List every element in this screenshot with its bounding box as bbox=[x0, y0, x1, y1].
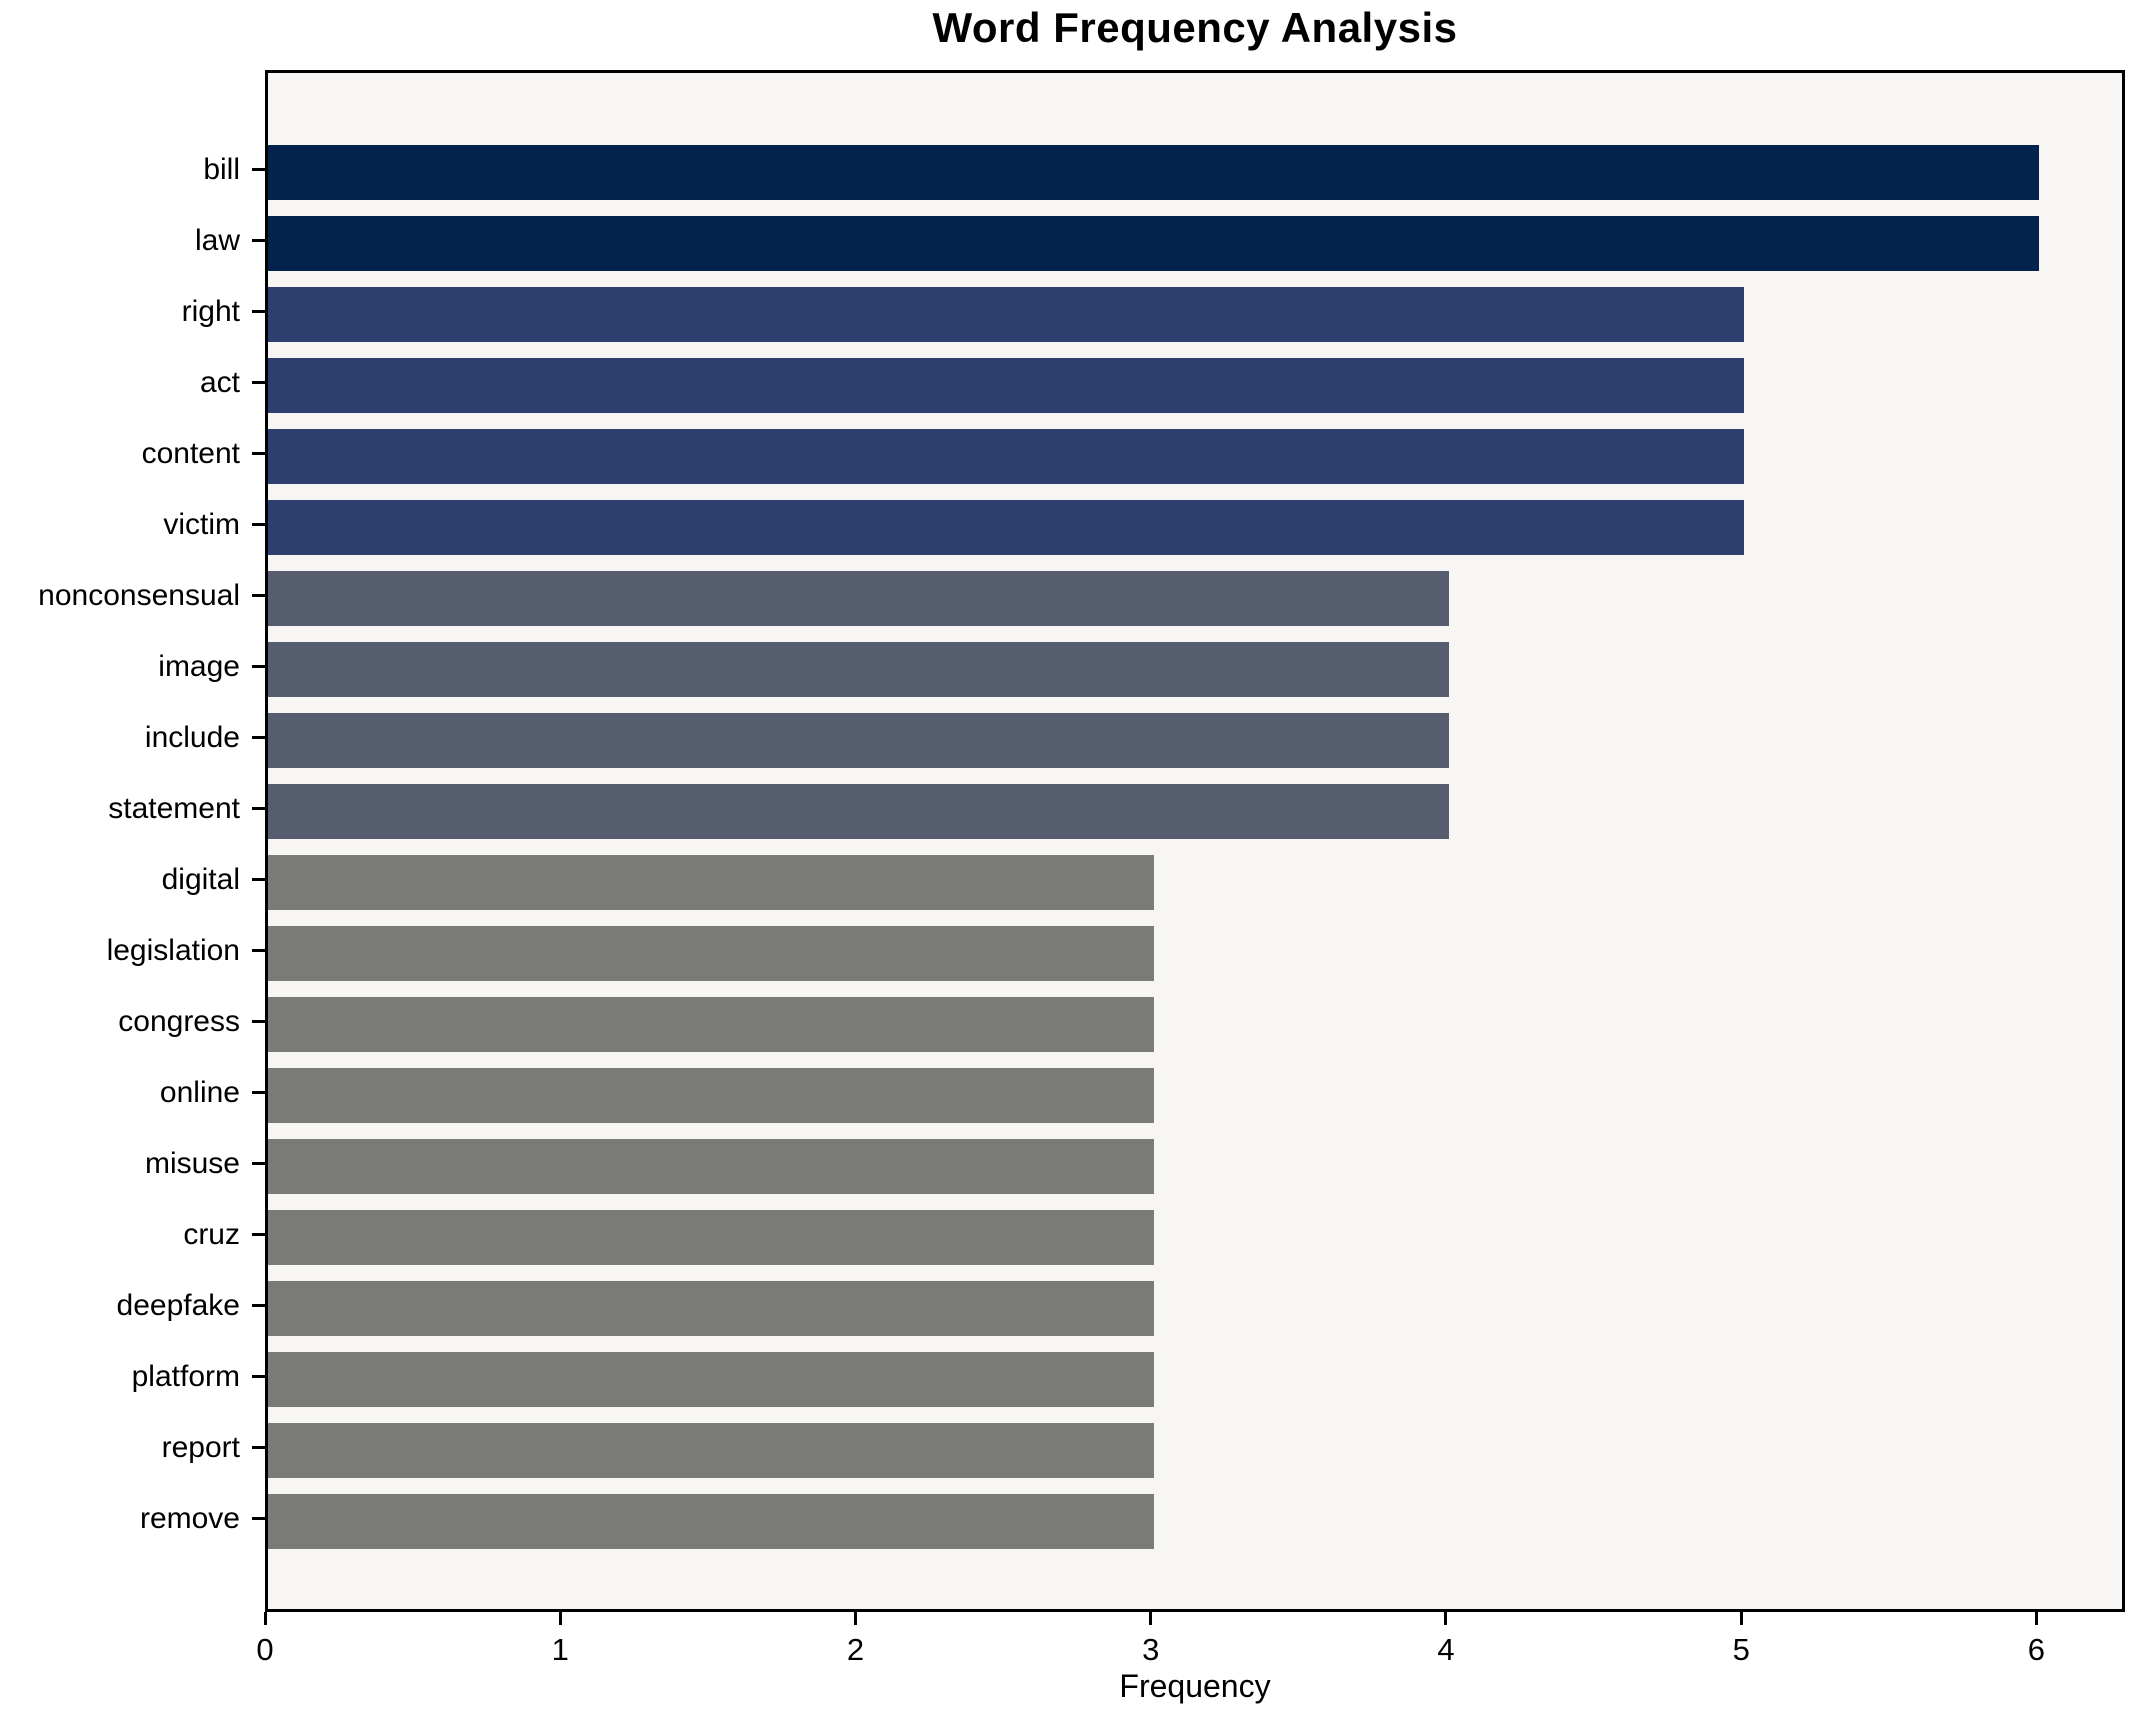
x-tick-label: 6 bbox=[2027, 1632, 2046, 1667]
bar-victim bbox=[268, 500, 1745, 555]
bar-nonconsensual bbox=[268, 571, 1449, 626]
x-tick-mark bbox=[1739, 1612, 1743, 1625]
y-tick-label: online bbox=[159, 1075, 240, 1109]
bar-cruz bbox=[268, 1210, 1154, 1265]
plot-area bbox=[265, 70, 2125, 1612]
y-tick-label: legislation bbox=[106, 933, 240, 967]
y-tick-label: right bbox=[181, 294, 240, 328]
x-tick-label: 2 bbox=[846, 1632, 865, 1667]
y-tick-label: deepfake bbox=[116, 1288, 240, 1322]
bar-digital bbox=[268, 855, 1154, 910]
x-tick-label: 4 bbox=[1437, 1632, 1455, 1667]
y-tick-mark bbox=[252, 310, 265, 313]
x-tick-mark bbox=[263, 1612, 267, 1625]
y-tick-mark bbox=[252, 665, 265, 668]
x-tick-mark bbox=[1149, 1612, 1153, 1625]
bar-congress bbox=[268, 997, 1154, 1052]
y-tick-label: statement bbox=[108, 791, 240, 825]
y-tick-mark bbox=[252, 594, 265, 597]
y-tick-label: act bbox=[199, 365, 240, 399]
y-tick-mark bbox=[252, 807, 265, 810]
bar-report bbox=[268, 1423, 1154, 1478]
bar-platform bbox=[268, 1352, 1154, 1407]
y-tick-label: congress bbox=[118, 1004, 240, 1038]
y-tick-label: bill bbox=[203, 152, 240, 186]
y-tick-mark bbox=[252, 168, 265, 171]
x-tick-label: 0 bbox=[256, 1632, 274, 1667]
y-tick-mark bbox=[252, 1375, 265, 1378]
x-tick-label: 5 bbox=[1732, 1632, 1750, 1667]
chart-title: Word Frequency Analysis bbox=[932, 4, 1458, 51]
y-tick-mark bbox=[252, 1517, 265, 1520]
y-tick-mark bbox=[252, 1233, 265, 1236]
x-tick-label: 1 bbox=[551, 1632, 569, 1667]
y-tick-mark bbox=[252, 1446, 265, 1449]
y-tick-label: include bbox=[144, 720, 240, 754]
y-tick-label: nonconsensual bbox=[38, 578, 240, 612]
y-tick-label: remove bbox=[139, 1501, 240, 1535]
y-tick-mark bbox=[252, 452, 265, 455]
y-tick-mark bbox=[252, 949, 265, 952]
y-tick-label: misuse bbox=[144, 1146, 240, 1180]
x-tick-label: 3 bbox=[1142, 1632, 1160, 1667]
bar-misuse bbox=[268, 1139, 1154, 1194]
y-tick-mark bbox=[252, 1091, 265, 1094]
bar-image bbox=[268, 642, 1449, 697]
y-tick-label: report bbox=[161, 1430, 240, 1464]
y-tick-label: law bbox=[194, 223, 240, 257]
y-tick-mark bbox=[252, 239, 265, 242]
bar-online bbox=[268, 1068, 1154, 1123]
bar-deepfake bbox=[268, 1281, 1154, 1336]
y-tick-label: victim bbox=[163, 507, 240, 541]
bar-law bbox=[268, 216, 2040, 271]
y-tick-mark bbox=[252, 878, 265, 881]
bar-include bbox=[268, 713, 1449, 768]
bar-act bbox=[268, 358, 1745, 413]
x-tick-mark bbox=[1444, 1612, 1448, 1625]
bar-content bbox=[268, 429, 1745, 484]
y-tick-label: content bbox=[141, 436, 240, 470]
y-tick-label: image bbox=[158, 649, 240, 683]
bar-right bbox=[268, 287, 1745, 342]
y-tick-mark bbox=[252, 523, 265, 526]
x-tick-mark bbox=[2034, 1612, 2038, 1625]
bar-bill bbox=[268, 145, 2040, 200]
bar-statement bbox=[268, 784, 1449, 839]
y-tick-label: digital bbox=[161, 862, 240, 896]
y-tick-mark bbox=[252, 1304, 265, 1307]
x-axis-title: Frequency bbox=[1119, 1668, 1271, 1704]
y-tick-label: platform bbox=[131, 1359, 240, 1393]
y-tick-mark bbox=[252, 381, 265, 384]
y-tick-mark bbox=[252, 1162, 265, 1165]
y-tick-label: cruz bbox=[183, 1217, 240, 1251]
y-tick-mark bbox=[252, 736, 265, 739]
bar-remove bbox=[268, 1494, 1154, 1549]
y-tick-mark bbox=[252, 1020, 265, 1023]
bar-legislation bbox=[268, 926, 1154, 981]
x-tick-mark bbox=[853, 1612, 857, 1625]
x-tick-mark bbox=[558, 1612, 562, 1625]
